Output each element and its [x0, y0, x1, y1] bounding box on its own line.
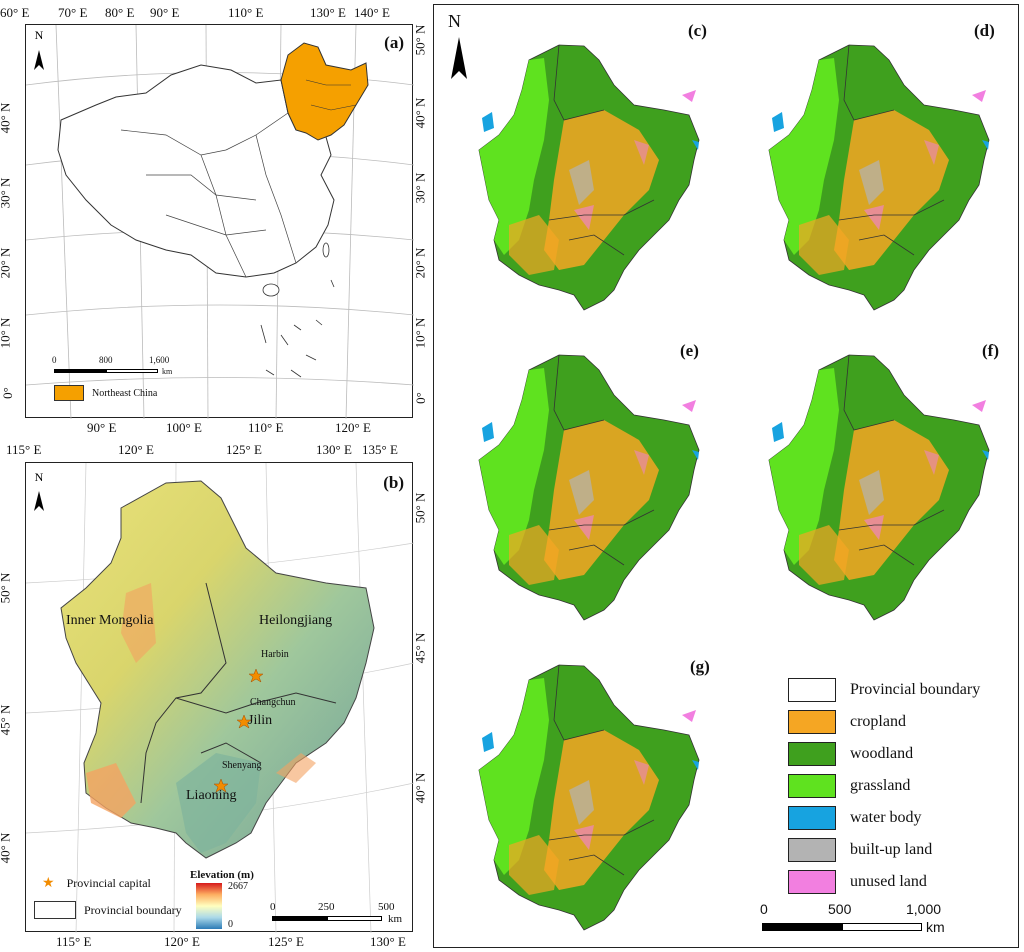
tick-right-a-4: 10° N [412, 317, 428, 349]
elevation-map: N [25, 462, 415, 934]
tick-top-a-6: 140° E [354, 5, 390, 20]
label-liaoning: Liaoning [186, 788, 237, 803]
tick-right-b-1: 45° N [412, 632, 428, 664]
tick-top-b-1: 120° E [118, 442, 154, 457]
label-heilongjiang: Heilongjiang [259, 613, 333, 628]
svg-text:N: N [35, 28, 44, 42]
tick-bottom-b-2: 125° E [268, 934, 304, 949]
north-arrow-icon [451, 37, 467, 79]
north-label: N [448, 11, 461, 31]
legend-unused-land: unused land [788, 869, 927, 895]
tick-left-a-3: 10° N [0, 318, 13, 349]
tick-bottom-b-3: 130° E [370, 934, 406, 949]
map-e [478, 354, 700, 621]
tick-left-b-2: 40° N [0, 833, 13, 864]
legend-capital: ★ Provincial capital [42, 876, 151, 891]
panel-landuse-maps: N [433, 4, 1019, 948]
tick-bottom-a-0: 90° E [87, 420, 117, 435]
tick-left-b-0: 50° N [0, 573, 13, 604]
panel-b-elevation-map: N (b) Inner Mongolia Heilongjiang Jilin … [25, 462, 415, 934]
label-changchun: Changchun [250, 697, 296, 708]
china-outline [57, 64, 335, 278]
legend-built-up-land: built-up land [788, 837, 932, 863]
tick-top-a-5: 130° E [310, 5, 346, 20]
northeast-china-highlight [280, 42, 369, 141]
swatch-built-up [788, 838, 836, 862]
swatch-grassland [788, 774, 836, 798]
tick-top-b-2: 125° E [226, 442, 262, 457]
legend-provincial-boundary: Provincial boundary [788, 677, 980, 703]
label-harbin: Harbin [261, 649, 289, 660]
label-g: (g) [690, 657, 710, 676]
tick-top-a-3: 90° E [150, 5, 180, 20]
swatch-water-body [788, 806, 836, 830]
label-d: (d) [974, 21, 995, 40]
landuse-legend: Provincial boundary cropland woodland gr… [788, 677, 1008, 897]
tick-top-b-4: 135° E [362, 442, 398, 457]
legend-boundary: Provincial boundary [34, 901, 182, 919]
map-g [478, 664, 700, 931]
tick-top-a-1: 70° E [58, 5, 88, 20]
swatch-cropland [788, 710, 836, 734]
elevation-legend: Elevation (m) 2667 0 [190, 869, 254, 930]
star-icon: ★ [42, 876, 55, 891]
tick-top-a-2: 80° E [105, 5, 135, 20]
china-outline-map: N [25, 24, 415, 420]
tick-right-a-2: 30° N [412, 172, 428, 204]
tick-left-a-0: 40° N [0, 103, 13, 134]
label-e: (e) [680, 341, 699, 360]
svg-text:N: N [35, 470, 44, 484]
swatch-boundary [788, 678, 836, 702]
tick-top-a-0: 60° E [0, 5, 30, 20]
tick-bottom-a-1: 100° E [166, 420, 202, 435]
scale-bar-landuse: 0 500 1,000 km [760, 901, 945, 935]
label-inner-mongolia: Inner Mongolia [66, 613, 154, 628]
north-arrow-icon [34, 50, 44, 70]
tick-bottom-b-1: 120° E [164, 934, 200, 949]
panel-a-china-map: N (a) 0 800 1,600 km Northeast China [25, 24, 415, 420]
label-f: (f) [982, 341, 999, 360]
tick-left-a-1: 30° N [0, 178, 13, 209]
legend-woodland: woodland [788, 741, 913, 767]
tick-top-b-3: 130° E [316, 442, 352, 457]
label-shenyang: Shenyang [222, 760, 262, 771]
tick-right-b-2: 40° N [412, 772, 428, 804]
swatch-unused-land [788, 870, 836, 894]
legend-northeast-china: Northeast China [54, 385, 157, 401]
scale-bar-b: 0 250 500 km [270, 901, 403, 925]
tick-left-a-2: 20° N [0, 248, 13, 279]
panel-b-label: (b) [383, 473, 404, 492]
tick-left-a-4: 0° [0, 387, 15, 399]
legend-water-body: water body [788, 805, 922, 831]
tick-bottom-a-3: 120° E [335, 420, 371, 435]
tick-top-b-0: 115° E [6, 442, 42, 457]
panel-a-label: (a) [384, 33, 404, 52]
north-arrow-icon [34, 491, 44, 511]
tick-bottom-a-2: 110° E [248, 420, 284, 435]
tick-right-a-0: 50° N [412, 24, 428, 56]
tick-right-b-0: 50° N [412, 492, 428, 524]
tick-bottom-b-0: 115° E [56, 934, 92, 949]
label-c: (c) [688, 21, 707, 40]
northeast-region [60, 480, 375, 859]
tick-right-a-3: 20° N [412, 247, 428, 279]
map-d [768, 44, 990, 311]
tick-right-a-5: 0° [412, 392, 428, 404]
swatch-woodland [788, 742, 836, 766]
map-c [478, 44, 700, 311]
scale-bar-a: 0 800 1,600 km [52, 355, 173, 376]
label-jilin: Jilin [248, 713, 273, 728]
tick-top-a-4: 110° E [228, 5, 264, 20]
tick-right-a-1: 40° N [412, 97, 428, 129]
map-f [768, 354, 990, 621]
tick-left-b-1: 45° N [0, 705, 13, 736]
legend-grassland: grassland [788, 773, 910, 799]
legend-cropland: cropland [788, 709, 906, 735]
